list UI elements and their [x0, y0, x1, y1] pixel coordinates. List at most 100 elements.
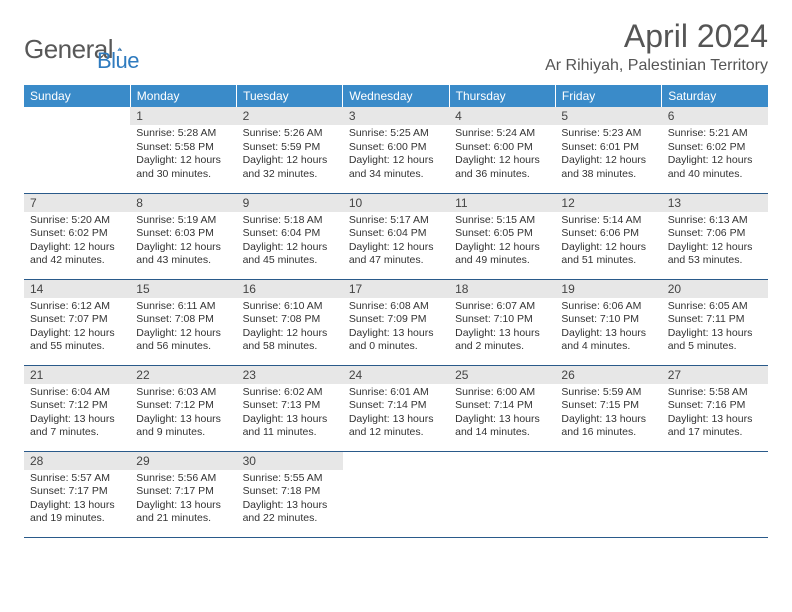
day-number: 17: [343, 280, 449, 298]
calendar-cell: 8Sunrise: 5:19 AMSunset: 6:03 PMDaylight…: [130, 193, 236, 279]
calendar-cell: 16Sunrise: 6:10 AMSunset: 7:08 PMDayligh…: [237, 279, 343, 365]
day-number: 9: [237, 194, 343, 212]
calendar-cell: 14Sunrise: 6:12 AMSunset: 7:07 PMDayligh…: [24, 279, 130, 365]
day-number: 14: [24, 280, 130, 298]
calendar-row: 14Sunrise: 6:12 AMSunset: 7:07 PMDayligh…: [24, 279, 768, 365]
day-data: Sunrise: 5:24 AMSunset: 6:00 PMDaylight:…: [449, 125, 555, 186]
day-number: 29: [130, 452, 236, 470]
day-data: Sunrise: 5:15 AMSunset: 6:05 PMDaylight:…: [449, 212, 555, 273]
calendar-table: SundayMondayTuesdayWednesdayThursdayFrid…: [24, 85, 768, 538]
day-number: 7: [24, 194, 130, 212]
calendar-cell: 13Sunrise: 6:13 AMSunset: 7:06 PMDayligh…: [662, 193, 768, 279]
calendar-cell: 20Sunrise: 6:05 AMSunset: 7:11 PMDayligh…: [662, 279, 768, 365]
day-data: Sunrise: 6:13 AMSunset: 7:06 PMDaylight:…: [662, 212, 768, 273]
day-data: Sunrise: 5:17 AMSunset: 6:04 PMDaylight:…: [343, 212, 449, 273]
weekday-header: Sunday: [24, 85, 130, 107]
weekday-header: Friday: [555, 85, 661, 107]
day-number: 16: [237, 280, 343, 298]
day-data: Sunrise: 6:03 AMSunset: 7:12 PMDaylight:…: [130, 384, 236, 445]
day-data: Sunrise: 6:05 AMSunset: 7:11 PMDaylight:…: [662, 298, 768, 359]
day-data: Sunrise: 6:10 AMSunset: 7:08 PMDaylight:…: [237, 298, 343, 359]
calendar-cell: 19Sunrise: 6:06 AMSunset: 7:10 PMDayligh…: [555, 279, 661, 365]
calendar-cell: 2Sunrise: 5:26 AMSunset: 5:59 PMDaylight…: [237, 107, 343, 193]
day-number: 23: [237, 366, 343, 384]
day-number: 15: [130, 280, 236, 298]
day-data: Sunrise: 5:59 AMSunset: 7:15 PMDaylight:…: [555, 384, 661, 445]
calendar-cell: 28Sunrise: 5:57 AMSunset: 7:17 PMDayligh…: [24, 451, 130, 537]
day-data: Sunrise: 5:28 AMSunset: 5:58 PMDaylight:…: [130, 125, 236, 186]
page-title: April 2024: [545, 18, 768, 55]
day-number: 11: [449, 194, 555, 212]
day-data: Sunrise: 5:19 AMSunset: 6:03 PMDaylight:…: [130, 212, 236, 273]
day-data: Sunrise: 5:25 AMSunset: 6:00 PMDaylight:…: [343, 125, 449, 186]
logo: General Blue: [24, 24, 139, 74]
calendar-cell: 22Sunrise: 6:03 AMSunset: 7:12 PMDayligh…: [130, 365, 236, 451]
day-number: 8: [130, 194, 236, 212]
day-data: Sunrise: 5:26 AMSunset: 5:59 PMDaylight:…: [237, 125, 343, 186]
day-data: Sunrise: 6:01 AMSunset: 7:14 PMDaylight:…: [343, 384, 449, 445]
calendar-row: 28Sunrise: 5:57 AMSunset: 7:17 PMDayligh…: [24, 451, 768, 537]
day-number: 28: [24, 452, 130, 470]
calendar-cell: [555, 451, 661, 537]
day-number: 13: [662, 194, 768, 212]
calendar-cell: [24, 107, 130, 193]
calendar-cell: 3Sunrise: 5:25 AMSunset: 6:00 PMDaylight…: [343, 107, 449, 193]
day-data: Sunrise: 5:55 AMSunset: 7:18 PMDaylight:…: [237, 470, 343, 531]
day-number: 22: [130, 366, 236, 384]
calendar-cell: 1Sunrise: 5:28 AMSunset: 5:58 PMDaylight…: [130, 107, 236, 193]
day-number: 1: [130, 107, 236, 125]
day-data: Sunrise: 5:57 AMSunset: 7:17 PMDaylight:…: [24, 470, 130, 531]
weekday-header: Tuesday: [237, 85, 343, 107]
day-number: 26: [555, 366, 661, 384]
calendar-cell: 11Sunrise: 5:15 AMSunset: 6:05 PMDayligh…: [449, 193, 555, 279]
calendar-cell: 23Sunrise: 6:02 AMSunset: 7:13 PMDayligh…: [237, 365, 343, 451]
calendar-cell: [449, 451, 555, 537]
day-number: 24: [343, 366, 449, 384]
day-data: Sunrise: 5:14 AMSunset: 6:06 PMDaylight:…: [555, 212, 661, 273]
calendar-cell: 24Sunrise: 6:01 AMSunset: 7:14 PMDayligh…: [343, 365, 449, 451]
calendar-cell: [662, 451, 768, 537]
day-number: 6: [662, 107, 768, 125]
calendar-cell: 7Sunrise: 5:20 AMSunset: 6:02 PMDaylight…: [24, 193, 130, 279]
weekday-header: Thursday: [449, 85, 555, 107]
calendar-cell: 17Sunrise: 6:08 AMSunset: 7:09 PMDayligh…: [343, 279, 449, 365]
calendar-cell: [343, 451, 449, 537]
calendar-row: 21Sunrise: 6:04 AMSunset: 7:12 PMDayligh…: [24, 365, 768, 451]
day-data: Sunrise: 6:07 AMSunset: 7:10 PMDaylight:…: [449, 298, 555, 359]
calendar-header: SundayMondayTuesdayWednesdayThursdayFrid…: [24, 85, 768, 107]
day-data: Sunrise: 5:20 AMSunset: 6:02 PMDaylight:…: [24, 212, 130, 273]
calendar-row: 1Sunrise: 5:28 AMSunset: 5:58 PMDaylight…: [24, 107, 768, 193]
day-data: Sunrise: 5:18 AMSunset: 6:04 PMDaylight:…: [237, 212, 343, 273]
calendar-cell: 15Sunrise: 6:11 AMSunset: 7:08 PMDayligh…: [130, 279, 236, 365]
day-data: Sunrise: 6:11 AMSunset: 7:08 PMDaylight:…: [130, 298, 236, 359]
day-number: 19: [555, 280, 661, 298]
day-number: 10: [343, 194, 449, 212]
day-data: Sunrise: 6:02 AMSunset: 7:13 PMDaylight:…: [237, 384, 343, 445]
day-data: Sunrise: 5:23 AMSunset: 6:01 PMDaylight:…: [555, 125, 661, 186]
day-data: Sunrise: 6:06 AMSunset: 7:10 PMDaylight:…: [555, 298, 661, 359]
logo-text-2: Blue: [97, 48, 139, 74]
day-data: Sunrise: 6:00 AMSunset: 7:14 PMDaylight:…: [449, 384, 555, 445]
calendar-cell: 9Sunrise: 5:18 AMSunset: 6:04 PMDaylight…: [237, 193, 343, 279]
calendar-body: 1Sunrise: 5:28 AMSunset: 5:58 PMDaylight…: [24, 107, 768, 537]
calendar-cell: 25Sunrise: 6:00 AMSunset: 7:14 PMDayligh…: [449, 365, 555, 451]
header: General Blue April 2024 Ar Rihiyah, Pale…: [24, 18, 768, 75]
calendar-row: 7Sunrise: 5:20 AMSunset: 6:02 PMDaylight…: [24, 193, 768, 279]
calendar-cell: 5Sunrise: 5:23 AMSunset: 6:01 PMDaylight…: [555, 107, 661, 193]
calendar-cell: 12Sunrise: 5:14 AMSunset: 6:06 PMDayligh…: [555, 193, 661, 279]
page-subtitle: Ar Rihiyah, Palestinian Territory: [545, 57, 768, 75]
calendar-cell: 29Sunrise: 5:56 AMSunset: 7:17 PMDayligh…: [130, 451, 236, 537]
calendar-cell: 10Sunrise: 5:17 AMSunset: 6:04 PMDayligh…: [343, 193, 449, 279]
day-number: 4: [449, 107, 555, 125]
calendar-cell: 26Sunrise: 5:59 AMSunset: 7:15 PMDayligh…: [555, 365, 661, 451]
day-number: 27: [662, 366, 768, 384]
day-data: Sunrise: 6:12 AMSunset: 7:07 PMDaylight:…: [24, 298, 130, 359]
day-number: 18: [449, 280, 555, 298]
day-number: 3: [343, 107, 449, 125]
weekday-header: Wednesday: [343, 85, 449, 107]
day-number: 5: [555, 107, 661, 125]
day-number: 2: [237, 107, 343, 125]
day-data: Sunrise: 6:08 AMSunset: 7:09 PMDaylight:…: [343, 298, 449, 359]
day-number: 20: [662, 280, 768, 298]
title-area: April 2024 Ar Rihiyah, Palestinian Terri…: [545, 18, 768, 75]
